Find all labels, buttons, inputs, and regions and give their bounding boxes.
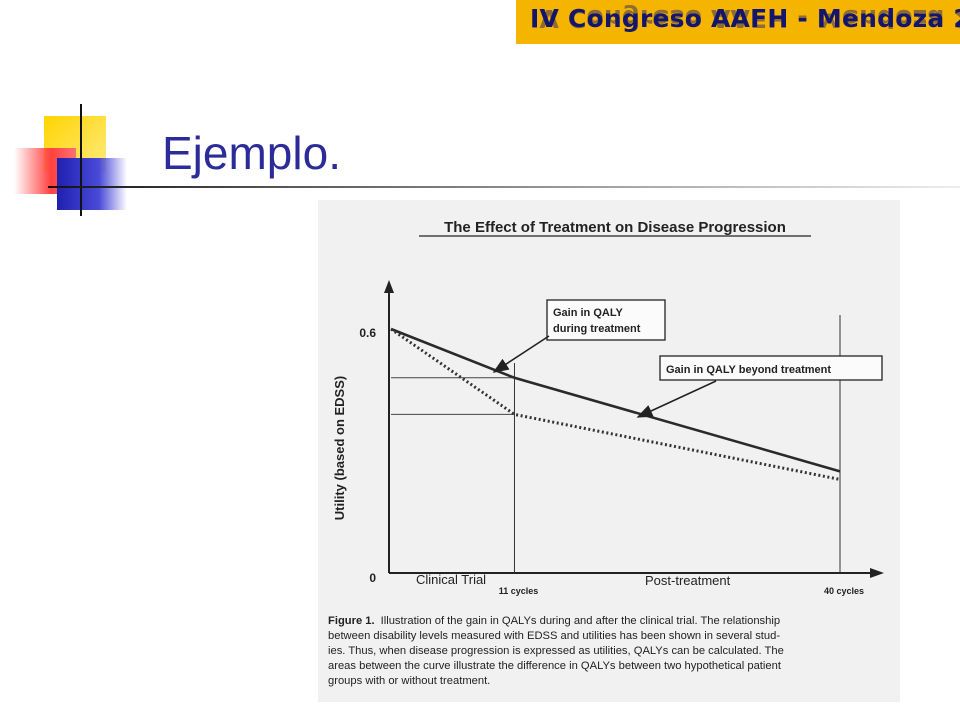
figure-caption-text-1: Illustration of the gain in QALYs during… xyxy=(381,615,780,627)
series-without-treatment-line xyxy=(390,327,841,481)
figure-caption-label: Figure 1. xyxy=(328,615,375,627)
annotation-box-during-treatment xyxy=(546,299,666,341)
region-label-post-treatment: Post-treatment xyxy=(645,573,731,588)
series-with-treatment-line xyxy=(390,327,841,473)
figure-caption-line-4: areas between the curve illustrate the d… xyxy=(328,660,782,672)
y-axis-arrow xyxy=(384,280,394,293)
y-axis-label: Utility (based on EDSS) xyxy=(332,376,347,520)
y-tick-top: 0.6 xyxy=(359,326,376,340)
y-tick-zero: 0 xyxy=(369,571,376,585)
page-title: Ejemplo. xyxy=(162,127,341,179)
title-underline xyxy=(48,186,960,188)
annotation-arrow-beyond xyxy=(636,380,717,418)
figure-caption-line-3: ies. Thus, when disease progression is e… xyxy=(328,645,784,657)
conference-banner: IV Congreso AAFH - Mendoza 2004 IV Congr… xyxy=(516,0,960,44)
annotation-during-line-2: during treatment xyxy=(553,323,641,335)
figure-caption-line-2: between disability levels measured with … xyxy=(328,630,780,642)
figure-caption-line-1: Figure 1. Illustration of the gain in QAL… xyxy=(328,615,780,627)
figure-caption-line-5: groups with or without treatment. xyxy=(328,675,490,687)
chart-title: The Effect of Treatment on Disease Progr… xyxy=(444,219,786,236)
annotation-during-line-1: Gain in QALY xyxy=(553,307,624,319)
annotation-arrow-during xyxy=(492,335,550,373)
scanned-figure xyxy=(318,200,900,702)
x-axis-arrow xyxy=(870,568,884,578)
banner-text: IV Congreso AAFH - Mendoza 2004 xyxy=(530,4,960,33)
logo-blue-square xyxy=(57,158,127,210)
annotation-beyond-text: Gain in QALY beyond treatment xyxy=(666,364,831,376)
x-marker-label-11-cycles: 11 cycles xyxy=(499,586,539,596)
annotation-box-beyond-treatment xyxy=(659,355,883,381)
x-marker-label-40-cycles: 40 cycles xyxy=(824,586,864,596)
region-label-clinical-trial: Clinical Trial xyxy=(416,572,486,587)
logo-vertical-line xyxy=(80,104,82,216)
